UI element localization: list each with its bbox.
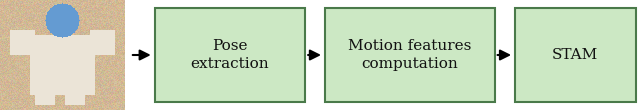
- Bar: [325, 8, 495, 102]
- Bar: [515, 8, 636, 102]
- Text: Motion features
computation: Motion features computation: [348, 39, 472, 71]
- Text: Pose
extraction: Pose extraction: [191, 39, 269, 71]
- Text: STAM: STAM: [552, 48, 598, 62]
- Bar: [155, 8, 305, 102]
